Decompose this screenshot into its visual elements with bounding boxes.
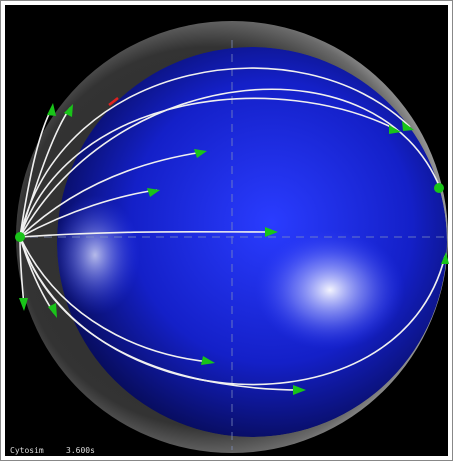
- app-label: Cytosim: [10, 446, 44, 455]
- axes: [30, 40, 445, 450]
- time-label: 3.600s: [66, 446, 95, 455]
- microtubules: [19, 67, 446, 391]
- plus-ends: [19, 97, 449, 395]
- aster-center: [15, 232, 25, 242]
- nucleus: [57, 47, 447, 437]
